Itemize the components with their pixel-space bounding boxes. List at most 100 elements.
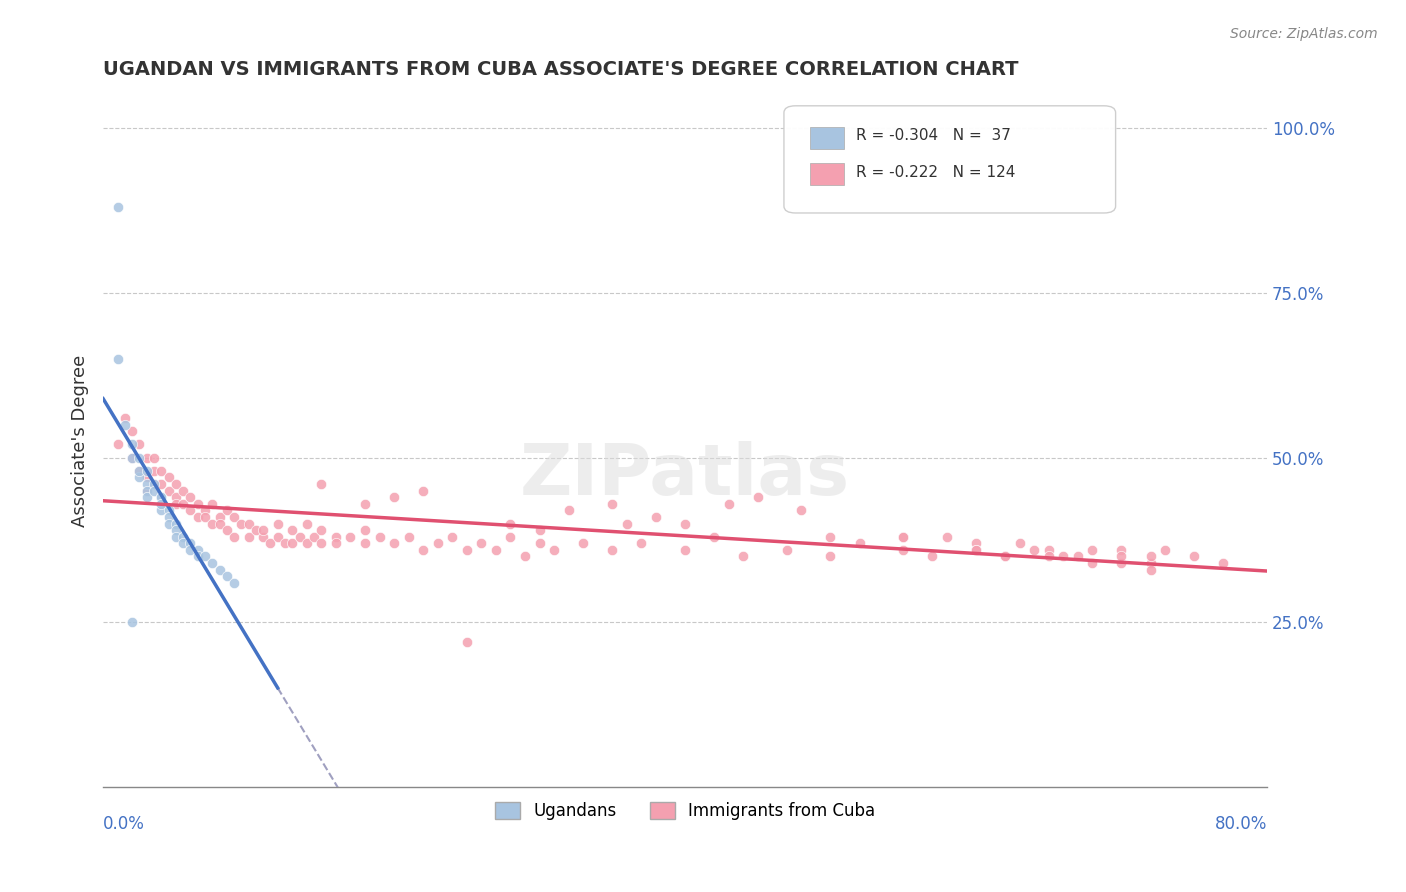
Point	[245, 523, 267, 537]
Point	[354, 536, 377, 550]
Text: UGANDAN VS IMMIGRANTS FROM CUBA ASSOCIATE'S DEGREE CORRELATION CHART: UGANDAN VS IMMIGRANTS FROM CUBA ASSOCIAT…	[103, 60, 1018, 78]
Point	[295, 536, 318, 550]
Point	[1111, 542, 1133, 557]
Point	[1154, 542, 1177, 557]
Point	[1212, 556, 1234, 570]
Point	[1024, 542, 1046, 557]
Point	[194, 510, 217, 524]
Point	[187, 549, 209, 564]
Point	[165, 523, 187, 537]
Point	[600, 542, 623, 557]
Point	[790, 503, 813, 517]
Point	[128, 464, 150, 478]
Point	[281, 523, 304, 537]
Point	[673, 516, 696, 531]
Point	[222, 530, 245, 544]
Point	[302, 530, 325, 544]
Point	[994, 549, 1017, 564]
Point	[150, 490, 173, 504]
Point	[848, 536, 870, 550]
Point	[412, 542, 434, 557]
Point	[135, 483, 157, 498]
Point	[339, 530, 361, 544]
Point	[288, 530, 311, 544]
Point	[311, 536, 333, 550]
Point	[172, 530, 194, 544]
Point	[412, 483, 434, 498]
Point	[1008, 536, 1031, 550]
Text: 0.0%: 0.0%	[103, 814, 145, 832]
Y-axis label: Associate's Degree: Associate's Degree	[72, 355, 89, 527]
Point	[215, 523, 238, 537]
Point	[470, 536, 492, 550]
Point	[121, 425, 143, 439]
Point	[485, 542, 508, 557]
Point	[499, 516, 522, 531]
Point	[630, 536, 652, 550]
Point	[222, 510, 245, 524]
Point	[252, 523, 274, 537]
Point	[557, 503, 579, 517]
Point	[259, 536, 281, 550]
Point	[128, 464, 150, 478]
Point	[165, 516, 187, 531]
Point	[165, 497, 187, 511]
Point	[187, 497, 209, 511]
Point	[165, 477, 187, 491]
Point	[426, 536, 449, 550]
Point	[238, 516, 260, 531]
Point	[616, 516, 638, 531]
Point	[1081, 556, 1104, 570]
Point	[747, 490, 769, 504]
Point	[107, 200, 129, 214]
Point	[135, 490, 157, 504]
Point	[222, 575, 245, 590]
Point	[1111, 556, 1133, 570]
Point	[820, 549, 842, 564]
Point	[165, 530, 187, 544]
Point	[267, 516, 290, 531]
FancyBboxPatch shape	[810, 163, 845, 186]
Point	[135, 464, 157, 478]
Point	[107, 351, 129, 366]
Point	[441, 530, 464, 544]
Point	[311, 523, 333, 537]
Text: 80.0%: 80.0%	[1215, 814, 1267, 832]
Point	[208, 516, 231, 531]
Point	[1111, 549, 1133, 564]
Point	[201, 497, 224, 511]
Point	[157, 470, 180, 484]
Point	[143, 477, 166, 491]
Point	[456, 542, 478, 557]
Point	[354, 523, 377, 537]
Point	[267, 530, 290, 544]
Point	[143, 477, 166, 491]
FancyBboxPatch shape	[810, 127, 845, 149]
Point	[143, 450, 166, 465]
Point	[965, 542, 987, 557]
Point	[121, 450, 143, 465]
Point	[143, 464, 166, 478]
Point	[150, 497, 173, 511]
Point	[143, 483, 166, 498]
Point	[114, 417, 136, 432]
Point	[673, 542, 696, 557]
Point	[194, 503, 217, 517]
Point	[311, 477, 333, 491]
Point	[703, 530, 725, 544]
Point	[201, 516, 224, 531]
Point	[135, 483, 157, 498]
Point	[194, 549, 217, 564]
Point	[128, 450, 150, 465]
Point	[456, 635, 478, 649]
Text: ZIPatlas: ZIPatlas	[520, 442, 851, 510]
Point	[157, 510, 180, 524]
Point	[965, 542, 987, 557]
Point	[172, 483, 194, 498]
Point	[965, 536, 987, 550]
Point	[1139, 549, 1161, 564]
Point	[572, 536, 595, 550]
Text: R = -0.222   N = 124: R = -0.222 N = 124	[856, 165, 1015, 179]
Point	[382, 490, 405, 504]
Point	[398, 530, 420, 544]
